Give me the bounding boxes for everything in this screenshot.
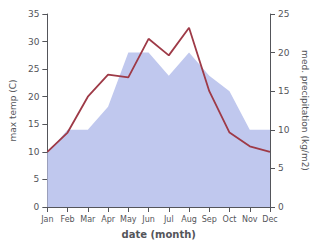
svg-text:5: 5 [34, 174, 40, 184]
svg-text:Oct: Oct [223, 215, 237, 224]
svg-text:30: 30 [28, 37, 40, 47]
svg-text:10: 10 [278, 125, 290, 135]
svg-text:max temp (C): max temp (C) [8, 79, 18, 141]
svg-text:Apr: Apr [101, 215, 116, 224]
svg-text:20: 20 [278, 48, 290, 58]
svg-text:May: May [120, 215, 137, 224]
svg-text:Jan: Jan [40, 215, 53, 224]
svg-text:Mar: Mar [80, 215, 96, 224]
svg-text:Jul: Jul [163, 215, 174, 224]
svg-text:med. precipitation (kg/m2): med. precipitation (kg/m2) [300, 50, 310, 171]
svg-text:35: 35 [28, 9, 39, 19]
svg-text:15: 15 [28, 119, 39, 129]
svg-text:25: 25 [28, 64, 39, 74]
svg-text:0: 0 [278, 202, 284, 212]
svg-text:Aug: Aug [181, 215, 197, 224]
svg-text:Sep: Sep [202, 215, 217, 224]
svg-text:25: 25 [278, 9, 289, 19]
svg-text:Jun: Jun [141, 215, 155, 224]
svg-text:20: 20 [28, 92, 40, 102]
svg-text:15: 15 [278, 86, 289, 96]
svg-text:0: 0 [34, 202, 40, 212]
svg-text:Dec: Dec [262, 215, 277, 224]
svg-text:5: 5 [278, 163, 284, 173]
svg-text:Feb: Feb [61, 215, 75, 224]
svg-text:date (month): date (month) [121, 229, 195, 240]
svg-text:Nov: Nov [242, 215, 258, 224]
svg-text:10: 10 [28, 147, 40, 157]
